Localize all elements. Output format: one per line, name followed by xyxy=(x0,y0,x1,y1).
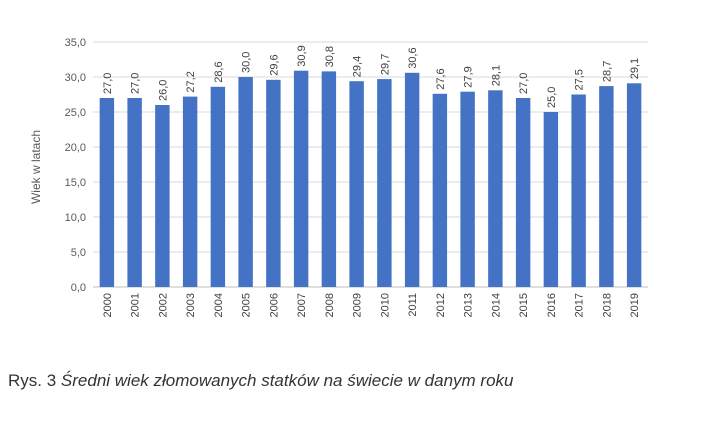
bar xyxy=(571,94,586,287)
data-label: 28,1 xyxy=(490,65,502,86)
y-tick-label: 15,0 xyxy=(65,177,86,189)
x-tick-label: 2010 xyxy=(379,293,391,317)
data-label: 27,0 xyxy=(518,73,530,94)
x-tick-label: 2012 xyxy=(435,293,447,317)
bar xyxy=(182,96,198,287)
data-label: 30,9 xyxy=(296,45,308,66)
y-tick-label: 0,0 xyxy=(71,282,86,294)
x-tick-label: 2004 xyxy=(213,293,225,317)
bar xyxy=(460,91,475,287)
bar xyxy=(599,86,614,287)
data-label: 29,6 xyxy=(268,54,280,75)
data-label: 27,0 xyxy=(130,73,142,94)
x-tick-label: 2018 xyxy=(601,293,613,317)
figure-caption: Rys. 3 Średni wiek złomowanych statków n… xyxy=(8,371,513,391)
data-label: 27,5 xyxy=(574,69,586,90)
y-tick-label: 35,0 xyxy=(65,37,86,49)
data-label: 27,6 xyxy=(435,68,447,89)
x-tick-label: 2000 xyxy=(102,293,114,317)
bar xyxy=(210,86,226,287)
x-tick-label: 2001 xyxy=(130,293,142,317)
bar xyxy=(127,98,142,287)
caption-text: Średni wiek złomowanych statków na świec… xyxy=(60,371,514,390)
bar xyxy=(293,70,309,287)
data-label: 25,0 xyxy=(546,87,558,108)
bar xyxy=(238,77,253,287)
x-tick-label: 2008 xyxy=(324,293,336,317)
x-tick-label: 2002 xyxy=(157,293,169,317)
bar xyxy=(155,105,170,287)
bar xyxy=(404,72,420,287)
bar xyxy=(321,71,337,288)
data-label: 30,8 xyxy=(324,46,336,67)
data-label: 27,9 xyxy=(463,66,475,87)
bar xyxy=(515,98,531,287)
data-label: 29,1 xyxy=(629,58,641,79)
bar xyxy=(349,81,364,287)
data-label: 28,6 xyxy=(213,61,225,82)
data-label: 30,6 xyxy=(407,47,419,68)
y-tick-label: 5,0 xyxy=(71,247,86,259)
x-tick-label: 2003 xyxy=(185,293,197,317)
data-label: 28,7 xyxy=(601,61,613,82)
x-tick-label: 2007 xyxy=(296,293,308,317)
x-tick-label: 2013 xyxy=(463,293,475,317)
gridlines xyxy=(93,41,648,288)
x-tick-label: 2006 xyxy=(268,293,280,317)
x-tick-label: 2011 xyxy=(407,293,419,317)
x-tick-label: 2016 xyxy=(546,293,558,317)
x-axis-ticks: 2000 2001 2002 2003 2004 2005 2006 2007 2008 2009… xyxy=(102,293,641,317)
data-label: 27,2 xyxy=(185,71,197,92)
data-label: 30,0 xyxy=(241,52,253,73)
y-tick-label: 25,0 xyxy=(65,107,86,119)
data-label: 29,4 xyxy=(352,56,364,77)
bar xyxy=(99,98,115,287)
data-label: 26,0 xyxy=(157,80,169,101)
x-tick-label: 2015 xyxy=(518,293,530,317)
bar xyxy=(488,90,503,287)
y-tick-label: 30,0 xyxy=(65,72,86,84)
y-tick-label: 20,0 xyxy=(65,142,86,154)
bar xyxy=(626,83,642,287)
bars xyxy=(99,70,642,288)
x-tick-label: 2014 xyxy=(490,293,502,317)
y-tick-label: 10,0 xyxy=(65,212,86,224)
bar xyxy=(266,79,281,287)
y-axis-ticks: 0,0 5,0 10,0 15,0 20,0 25,0 30,0 35,0 xyxy=(65,37,86,294)
caption-prefix: Rys. 3 xyxy=(8,371,61,390)
x-tick-label: 2017 xyxy=(574,293,586,317)
data-label: 29,7 xyxy=(379,54,391,75)
y-axis-label: Wiek w latach xyxy=(29,130,43,204)
x-tick-label: 2009 xyxy=(352,293,364,317)
bar-chart: 0,0 5,0 10,0 15,0 20,0 25,0 30,0 35,0 Wiek w la… xyxy=(29,37,648,317)
x-tick-label: 2005 xyxy=(241,293,253,317)
data-labels: 27,0 27,0 26,0 27,2 28,6 30,0 29,6 30,9 30,8 29,4… xyxy=(102,45,641,108)
bar xyxy=(543,112,559,287)
bar xyxy=(377,79,392,287)
bar xyxy=(432,93,448,287)
x-tick-label: 2019 xyxy=(629,293,641,317)
data-label: 27,0 xyxy=(102,73,114,94)
